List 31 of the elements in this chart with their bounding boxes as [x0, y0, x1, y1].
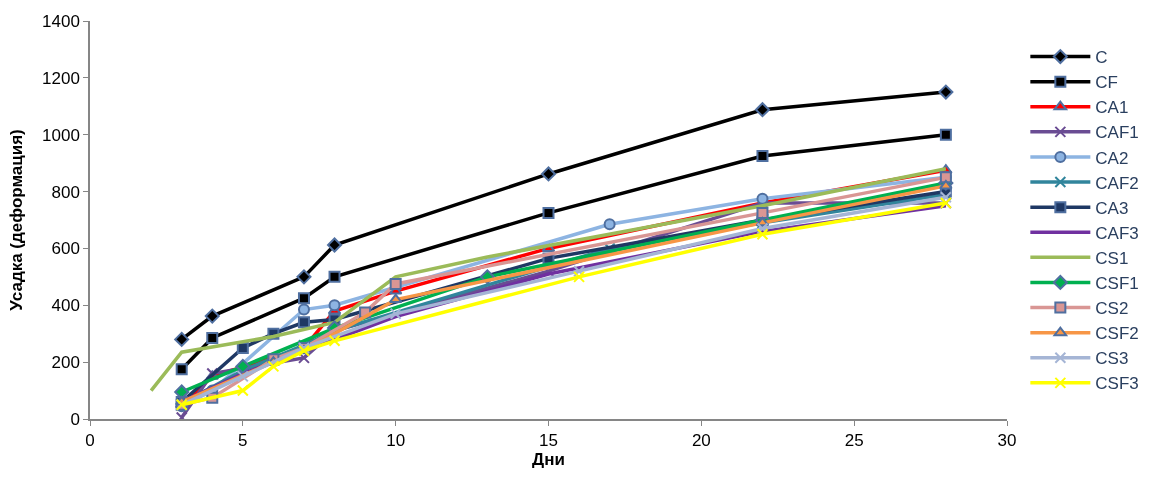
y-tick-label: 1200 [42, 68, 80, 88]
legend-label: CA3 [1095, 198, 1129, 218]
y-tick-label: 200 [51, 353, 80, 373]
x-tick-label: 5 [238, 431, 248, 451]
y-tick-label: 0 [70, 409, 80, 429]
y-tick-label: 1400 [42, 11, 80, 31]
x-tick-label: 15 [539, 431, 558, 451]
legend-label: CS3 [1095, 349, 1129, 369]
y-tick-label: 1000 [42, 125, 80, 145]
x-tick-label: 30 [997, 431, 1017, 451]
legend-label: CAF2 [1095, 173, 1139, 193]
legend-label: CSF2 [1095, 324, 1139, 344]
legend-label: CF [1095, 73, 1119, 93]
x-tick-label: 20 [691, 431, 711, 451]
legend-label: CS2 [1095, 299, 1129, 319]
legend-label: CSF1 [1095, 274, 1139, 294]
legend-label: CAF1 [1095, 123, 1139, 143]
y-tick-label: 600 [51, 239, 80, 259]
legend-label: CAF3 [1095, 223, 1139, 243]
y-tick-label: 800 [51, 182, 80, 202]
x-tick-label: 10 [386, 431, 406, 451]
x-axis-title: Дни [532, 450, 565, 470]
legend-label: CS1 [1095, 248, 1129, 268]
x-tick-label: 0 [85, 431, 95, 451]
legend-label: C [1095, 48, 1108, 68]
y-tick-label: 400 [51, 296, 80, 316]
legend-label: CA2 [1095, 148, 1129, 168]
y-axis-title: Усадка (деформация) [7, 129, 27, 311]
legend-label: CA1 [1095, 98, 1129, 118]
x-tick-label: 25 [844, 431, 864, 451]
legend-label: CSF3 [1095, 374, 1139, 394]
